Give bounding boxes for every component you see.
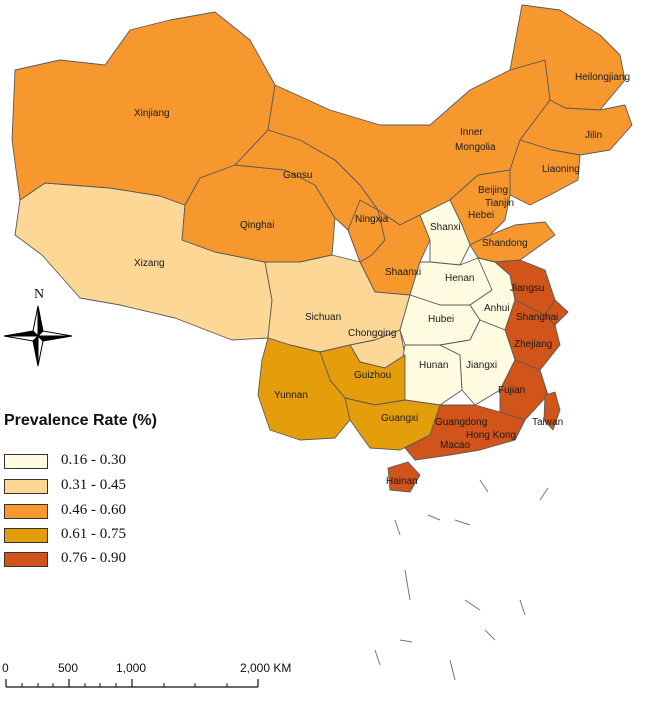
label-shanghai: Shanghai bbox=[516, 312, 558, 323]
label-hebei: Hebei bbox=[468, 210, 494, 221]
label-shaanxi: Shaanxi bbox=[385, 267, 421, 278]
label-heilongjiang: Heilongjiang bbox=[575, 72, 630, 83]
south-china-sea-islands bbox=[374, 479, 549, 681]
label-inner-mongolia-1: Inner bbox=[460, 127, 483, 138]
legend-label: 0.61 - 0.75 bbox=[61, 526, 126, 542]
label-jiangxi: Jiangxi bbox=[466, 360, 497, 371]
label-hainan: Hainan bbox=[386, 476, 418, 487]
north-arrow: N bbox=[3, 287, 73, 367]
label-liaoning: Liaoning bbox=[542, 164, 580, 175]
label-shanxi: Shanxi bbox=[430, 222, 461, 233]
label-gansu: Gansu bbox=[283, 170, 312, 181]
label-fujian: Fujian bbox=[498, 385, 525, 396]
region-yunnan bbox=[257, 337, 351, 441]
label-inner-mongolia-2: Mongolia bbox=[455, 142, 496, 153]
label-xizang: Xizang bbox=[134, 258, 165, 269]
label-zhejiang: Zhejiang bbox=[514, 339, 552, 350]
label-guangxi: Guangxi bbox=[381, 413, 418, 424]
legend-label: 0.31 - 0.45 bbox=[61, 477, 126, 493]
label-sichuan: Sichuan bbox=[305, 312, 341, 323]
legend-title: Prevalence Rate (%) bbox=[4, 412, 157, 429]
region-heilongjiang bbox=[509, 4, 626, 111]
region-hainan bbox=[387, 461, 421, 493]
legend-label: 0.76 - 0.90 bbox=[61, 550, 126, 566]
legend-label: 0.16 - 0.30 bbox=[61, 452, 126, 468]
label-yunnan: Yunnan bbox=[274, 390, 308, 401]
compass-rose-icon bbox=[3, 305, 73, 367]
scale-bar: 0 500 1,000 2,000 KM bbox=[2, 661, 291, 688]
label-hunan: Hunan bbox=[419, 360, 448, 371]
label-taiwan: Taiwan bbox=[532, 417, 563, 428]
label-anhui: Anhui bbox=[484, 303, 510, 314]
region-qinghai bbox=[181, 164, 336, 263]
label-hong-kong: Hong Kong bbox=[466, 430, 516, 441]
label-hubei: Hubei bbox=[428, 314, 454, 325]
label-chongqing: Chongqing bbox=[348, 328, 396, 339]
legend-swatch bbox=[4, 454, 48, 469]
legend-swatch bbox=[4, 528, 48, 543]
scale-tick-0: 0 bbox=[2, 661, 9, 675]
label-tianjin: Tianjin bbox=[485, 198, 514, 209]
scale-tick-2000: 2,000 KM bbox=[240, 661, 291, 675]
label-beijing: Beijing bbox=[478, 185, 508, 196]
region-guangdong bbox=[404, 404, 526, 461]
legend-swatch bbox=[4, 552, 48, 567]
label-jilin: Jilin bbox=[585, 130, 602, 141]
scale-tick-1000: 1,000 bbox=[116, 661, 146, 675]
legend-label: 0.46 - 0.60 bbox=[61, 502, 126, 518]
label-xinjiang: Xinjiang bbox=[134, 108, 170, 119]
label-henan: Henan bbox=[445, 273, 474, 284]
label-shandong: Shandong bbox=[482, 238, 528, 249]
legend-swatch bbox=[4, 504, 48, 519]
label-macao: Macao bbox=[440, 440, 470, 451]
label-jiangsu: Jiangsu bbox=[510, 283, 544, 294]
label-guizhou: Guizhou bbox=[354, 370, 391, 381]
label-guangdong: Guangdong bbox=[435, 417, 487, 428]
label-qinghai: Qinghai bbox=[240, 220, 274, 231]
scale-tick-500: 500 bbox=[58, 661, 78, 675]
legend-swatch bbox=[4, 479, 48, 494]
region-taiwan bbox=[543, 391, 561, 431]
label-ningxia: Ningxia bbox=[355, 214, 389, 225]
north-label: N bbox=[34, 287, 44, 302]
region-hunan bbox=[399, 344, 463, 406]
